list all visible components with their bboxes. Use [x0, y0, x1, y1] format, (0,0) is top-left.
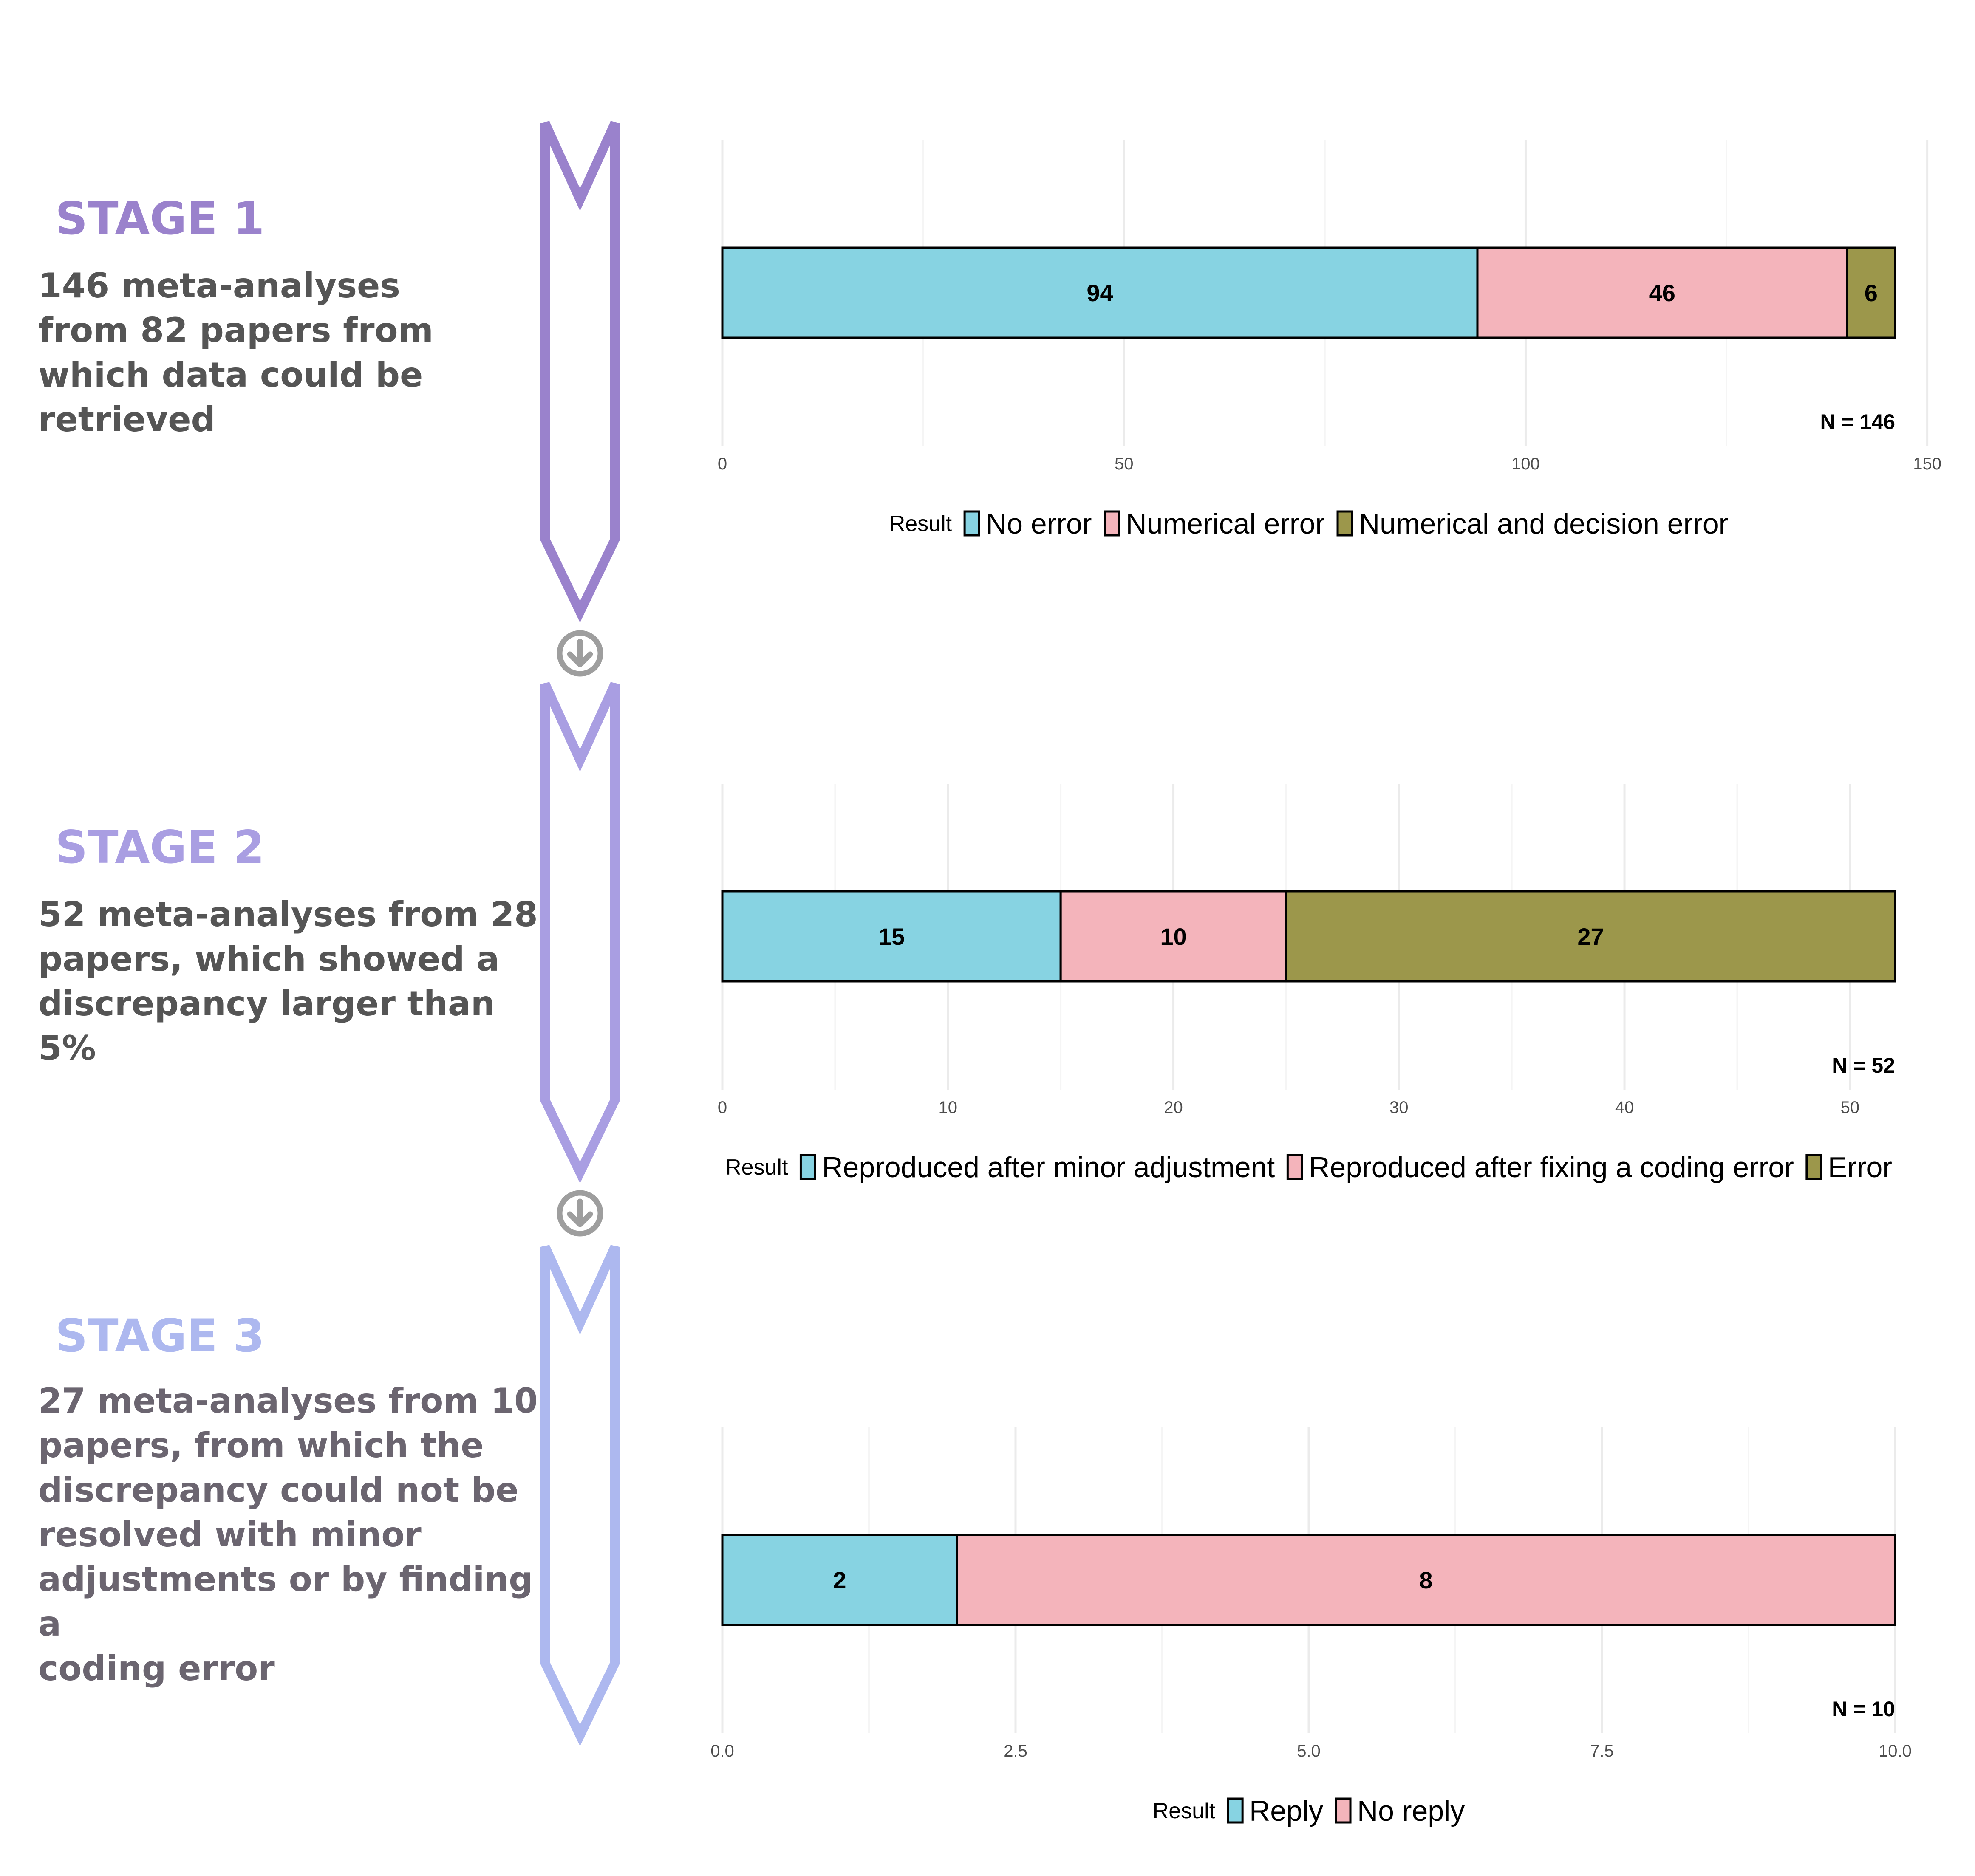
chart-3-bar-2 — [956, 1534, 1896, 1626]
chart-1-x-tick-label: 50 — [1115, 455, 1134, 473]
chart-2-bar-3 — [1285, 890, 1896, 983]
chart-3-n-annotation: N = 10 — [1832, 1697, 1895, 1721]
connector-2-circle-down-arrow-icon — [557, 1190, 603, 1237]
chart-2-x-tick-label: 30 — [1389, 1098, 1409, 1117]
stage-1-heading: STAGE 1 — [55, 192, 265, 245]
stage-3-chevron — [540, 1245, 620, 1746]
chart-1-legend-key-2 — [1104, 510, 1120, 537]
chart-2-n-annotation: N = 52 — [1832, 1054, 1895, 1077]
chart-3-x-tick-label: 2.5 — [1004, 1742, 1027, 1760]
chart-1-bar-label-1: 94 — [1087, 280, 1113, 306]
stage-1-chevron — [540, 121, 620, 623]
chart-3-bar-1 — [721, 1534, 958, 1626]
chart-3-bar-label-2: 8 — [1419, 1567, 1432, 1593]
stage-2-description: 52 meta-analyses from 28 papers, which s… — [38, 895, 538, 1068]
chart-2: 15 10 27 N = 52 0 10 20 30 40 50 Result Reproduced … — [718, 784, 1896, 1184]
chart-2-x-tick-label: 0 — [718, 1098, 727, 1117]
chart-1-legend-key-3 — [1336, 510, 1353, 537]
chart-2-legend-title: Result — [725, 1155, 788, 1180]
chart-3-x-tick-label: 5.0 — [1297, 1742, 1321, 1760]
chart-3-legend-item-1: Reply — [1249, 1795, 1323, 1827]
chart-2-bar-1 — [721, 890, 1062, 983]
connector-head — [567, 1211, 593, 1227]
chart-3-x-tick-label: 10.0 — [1879, 1742, 1912, 1760]
chart-2-x-tick-label: 40 — [1615, 1098, 1634, 1117]
chart-2-bar-label-1: 15 — [878, 923, 905, 950]
connector-1-circle-down-arrow-icon — [557, 630, 603, 677]
chart-1-bar-3 — [1846, 246, 1896, 339]
chart-3-legend-title: Result — [1153, 1799, 1216, 1823]
stage-3-description: 27 meta-analyses from 10 papers, from wh… — [38, 1381, 538, 1688]
chart-1-bar-label-2: 46 — [1649, 280, 1675, 306]
chart-1-legend-item-1: No error — [986, 508, 1092, 540]
chart-1-x-tick-label: 0 — [718, 455, 727, 473]
chart-1-legend-item-3: Numerical and decision error — [1359, 508, 1728, 540]
chart-3-legend-item-2: No reply — [1357, 1795, 1465, 1827]
chart-2-legend: Result Reproduced after minor adjustment R… — [725, 1151, 1892, 1184]
chart-3: 2 8 N = 10 0.0 2.5 5.0 7.5 10.0 Result Reply No re… — [710, 1427, 1912, 1827]
chart-2-legend-item-2: Reproduced after fixing a coding error — [1309, 1151, 1794, 1184]
chart-2-legend-key-2 — [1286, 1154, 1303, 1180]
chart-3-x-tick-label: 7.5 — [1590, 1742, 1614, 1760]
chart-2-bar-2 — [1059, 890, 1287, 983]
stage-3-heading: STAGE 3 — [55, 1310, 265, 1362]
chart-3-x-tick-label: 0.0 — [710, 1742, 734, 1760]
chart-2-bar-label-2: 10 — [1160, 923, 1186, 950]
stage-2-heading: STAGE 2 — [55, 821, 265, 873]
chart-2-legend-key-3 — [1805, 1154, 1822, 1180]
connector-circle — [557, 1190, 603, 1237]
chart-1-n-annotation: N = 146 — [1820, 410, 1895, 434]
chart-2-x-tick-label: 20 — [1164, 1098, 1183, 1117]
chart-3-legend-key-1 — [1227, 1797, 1244, 1824]
chart-1-legend-item-2: Numerical error — [1126, 508, 1325, 540]
connector-head — [567, 651, 593, 667]
stage-1-description: 146 meta-analyses from 82 papers from wh… — [38, 266, 433, 439]
chart-1-x-tick-label: 100 — [1511, 455, 1540, 473]
chart-1-legend-key-1 — [963, 510, 980, 537]
chart-1-legend-title: Result — [889, 511, 952, 536]
chart-1-legend: Result No error Numerical error Numerical a… — [889, 508, 1729, 540]
chart-3-legend: Result Reply No reply — [1153, 1795, 1465, 1827]
connector-circle — [557, 630, 603, 677]
chart-1: 94 46 6 N = 146 0 50 100 150 Result No error Numer… — [718, 140, 1941, 540]
chart-1-bar-1 — [721, 246, 1479, 339]
chart-2-legend-item-1: Reproduced after minor adjustment — [822, 1151, 1275, 1184]
chart-3-legend-key-2 — [1335, 1797, 1352, 1824]
chart-2-x-tick-label: 10 — [939, 1098, 958, 1117]
chart-3-bar-label-1: 2 — [833, 1567, 846, 1593]
chart-2-legend-key-1 — [799, 1154, 816, 1180]
chart-1-bar-label-3: 6 — [1865, 280, 1878, 306]
chart-1-x-tick-label: 150 — [1913, 455, 1941, 473]
stage-2-chevron — [540, 682, 620, 1184]
chart-2-legend-item-3: Error — [1828, 1151, 1892, 1184]
chart-2-x-tick-label: 50 — [1841, 1098, 1860, 1117]
chart-1-bar-2 — [1476, 246, 1848, 339]
chart-2-bar-label-3: 27 — [1577, 923, 1604, 950]
